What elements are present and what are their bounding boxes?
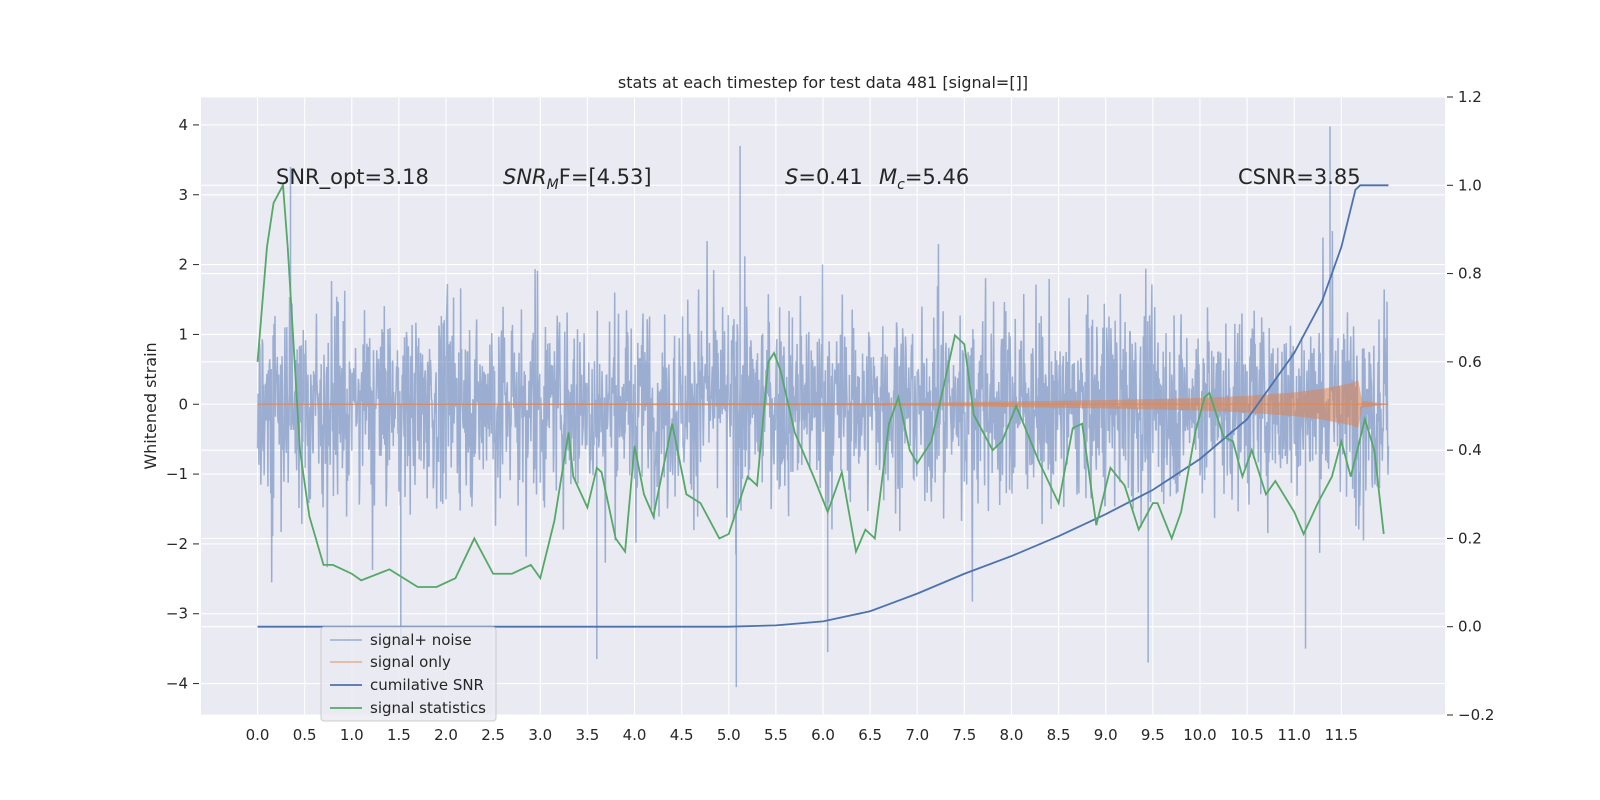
x-tick-label: 11.5 — [1325, 726, 1358, 744]
annotation-snr-mf: SNRMF=[4.53] — [503, 165, 652, 193]
x-tick-label: 8.0 — [1000, 726, 1024, 744]
y-tick-label: −2 — [166, 535, 188, 553]
x-tick-label: 5.0 — [717, 726, 741, 744]
x-tick-label: 1.0 — [340, 726, 364, 744]
x-tick-label: 10.0 — [1183, 726, 1216, 744]
legend: signal+ noise signal only cumilative SNR… — [320, 626, 497, 722]
y-tick-label: 3 — [178, 186, 188, 204]
x-tick-label: 0.5 — [293, 726, 317, 744]
y2-tick-label: 0.6 — [1458, 353, 1482, 371]
annotation-mc-rest: =5.46 — [905, 165, 969, 189]
y2-tick-label: 0.8 — [1458, 265, 1482, 283]
legend-box — [320, 626, 497, 722]
legend-label-signal-only: signal only — [370, 653, 451, 671]
y2-tick-label: 0.2 — [1458, 529, 1482, 547]
y-tick-label: 2 — [178, 256, 188, 274]
annotation-s-var: S — [785, 165, 798, 189]
x-tick-label: 6.0 — [811, 726, 835, 744]
annotation-snr-opt: SNR_opt=3.18 — [276, 165, 429, 190]
y-tick-label: −1 — [166, 465, 188, 483]
x-tick-label: 11.0 — [1278, 726, 1311, 744]
y-axis-ticks: 4 3 2 1 0 −1 −2 −3 −4 — [166, 116, 199, 693]
x-tick-label: 5.5 — [764, 726, 788, 744]
chart-title: stats at each timestep for test data 481… — [618, 73, 1028, 92]
annotation-s: S=0.41 — [785, 165, 863, 189]
annotation-snr-mf-sub: M — [547, 177, 559, 193]
noise-line — [256, 126, 1390, 688]
x-tick-label: 7.5 — [952, 726, 976, 744]
cumilative-snr-line — [257, 184, 1389, 628]
x-tick-label: 2.5 — [481, 726, 505, 744]
y-tick-label: 4 — [178, 116, 188, 134]
y-tick-label: −4 — [166, 675, 188, 693]
y2-tick-label: 1.0 — [1458, 176, 1482, 194]
x-tick-label: 4.5 — [670, 726, 694, 744]
x-tick-label: 9.5 — [1141, 726, 1165, 744]
y2-tick-label: 0.0 — [1458, 618, 1482, 636]
x-tick-label: 2.0 — [434, 726, 458, 744]
annotation-snr-mf-rest: F=[4.53] — [559, 165, 652, 189]
legend-label-signal-noise: signal+ noise — [370, 631, 472, 649]
series-signal-statistics — [256, 182, 1385, 588]
series-signal-noise — [256, 126, 1390, 688]
y2-tick-label: 0.4 — [1458, 441, 1482, 459]
x-axis-ticks: 0.0 0.5 1.0 1.5 2.0 2.5 3.0 3.5 4.0 4.5 5.0 5.5 6.0 6… — [246, 726, 1358, 744]
series-cumilative-snr — [257, 184, 1389, 628]
annotation-snr-mf-main: SNR — [503, 165, 547, 189]
x-tick-label: 10.5 — [1230, 726, 1263, 744]
y-tick-label: 1 — [178, 325, 188, 343]
legend-label-signal-statistics: signal statistics — [370, 699, 486, 717]
y2-tick-label: −0.2 — [1458, 706, 1494, 724]
y-tick-label: −3 — [166, 605, 188, 623]
annotation-s-rest: =0.41 — [798, 165, 862, 189]
annotation-mc-sub: c — [897, 177, 905, 193]
annotation-csnr: CSNR=3.85 — [1238, 165, 1361, 189]
x-tick-label: 4.0 — [623, 726, 647, 744]
series-signal-only — [257, 380, 1389, 428]
legend-label-cumilative-snr: cumilative SNR — [370, 676, 484, 694]
annotations: SNR_opt=3.18 SNRMF=[4.53] S=0.41 Mc=5.46… — [276, 165, 1361, 193]
y-axis-label: Whitened strain — [141, 342, 160, 469]
annotation-mc: Mc=5.46 — [879, 165, 969, 193]
x-tick-label: 9.0 — [1094, 726, 1118, 744]
x-tick-label: 7.0 — [905, 726, 929, 744]
x-tick-label: 3.5 — [575, 726, 599, 744]
x-tick-label: 3.0 — [528, 726, 552, 744]
annotation-mc-var: M — [879, 165, 897, 189]
x-tick-label: 1.5 — [387, 726, 411, 744]
y2-tick-label: 1.2 — [1458, 88, 1482, 106]
x-tick-label: 0.0 — [246, 726, 270, 744]
x-tick-label: 6.5 — [858, 726, 882, 744]
y-tick-label: 0 — [178, 395, 188, 413]
y2-axis-ticks: 1.2 1.0 0.8 0.6 0.4 0.2 0.0 −0.2 — [1447, 88, 1494, 724]
x-tick-label: 8.5 — [1047, 726, 1071, 744]
signal-statistics-line — [256, 182, 1385, 588]
